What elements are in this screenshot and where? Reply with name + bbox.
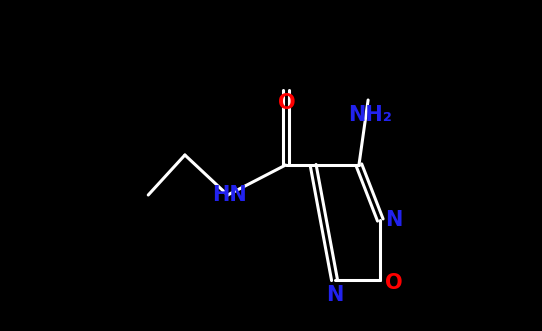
Text: N: N [326, 285, 343, 305]
Text: HN: HN [212, 185, 247, 205]
Text: O: O [385, 273, 402, 293]
Text: NH₂: NH₂ [348, 105, 392, 125]
Text: N: N [385, 210, 402, 230]
Text: O: O [279, 93, 296, 113]
